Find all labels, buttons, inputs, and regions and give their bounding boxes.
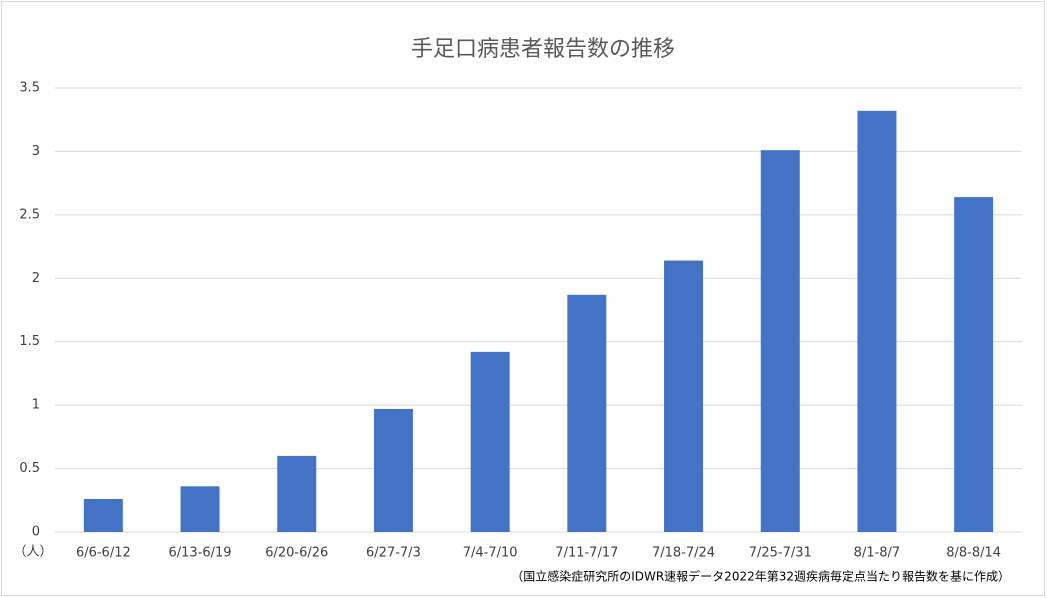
x-tick-label: 7/18-7/24: [652, 546, 715, 561]
bar: [373, 408, 413, 532]
y-tick-label: 3: [32, 144, 40, 159]
chart-title: 手足口病患者報告数の推移: [411, 37, 675, 62]
x-tick-label: 7/4-7/10: [463, 546, 518, 561]
y-unit: （人）: [13, 545, 52, 560]
y-tick-label: 2: [32, 271, 40, 286]
bar: [470, 351, 510, 532]
x-tick-label: 6/6-6/12: [76, 546, 131, 561]
bar: [180, 486, 220, 532]
bar: [760, 150, 800, 532]
y-tick-label: 1.5: [19, 334, 40, 349]
bar: [857, 110, 897, 532]
y-tick-label: 0: [32, 525, 40, 540]
x-tick-label: 7/11-7/17: [555, 546, 618, 561]
y-tick-label: 2.5: [19, 207, 40, 222]
bar: [567, 294, 607, 532]
x-tick-label: 8/1-8/7: [854, 546, 901, 561]
bar: [83, 499, 123, 532]
bar: [664, 260, 704, 532]
bar: [954, 197, 994, 532]
x-tick-label: 8/8-8/14: [946, 546, 1001, 561]
x-tick-label: 6/27-7/3: [366, 546, 421, 561]
x-tick-label: 6/13-6/19: [169, 546, 232, 561]
x-tick-label: 7/25-7/31: [749, 546, 812, 561]
y-tick-label: 3.5: [19, 81, 40, 96]
y-tick-label: 1: [32, 398, 40, 413]
y-tick-label: 0.5: [19, 461, 40, 476]
x-tick-label: 6/20-6/26: [265, 546, 328, 561]
source-note: （国立感染症研究所のIDWR速報データ2022年第32週疾病毎定点当たり報告数を…: [511, 569, 1010, 584]
bar: [277, 455, 317, 532]
